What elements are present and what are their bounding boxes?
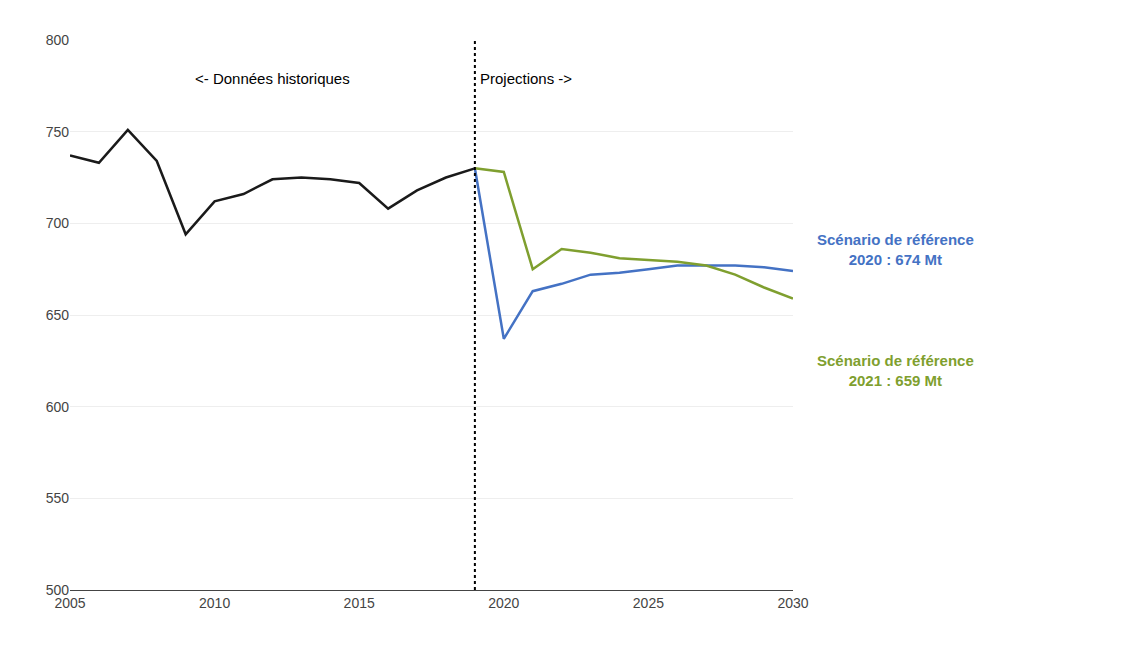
svg-text:600: 600 [46,399,70,415]
svg-text:Scénario de référence2020 : 67: Scénario de référence2020 : 674 Mt [817,231,974,268]
svg-text:2010: 2010 [199,595,230,611]
svg-text:Scénario de référence2021 : 65: Scénario de référence2021 : 659 Mt [817,352,974,389]
svg-text:<- Données historiques: <- Données historiques [195,70,350,87]
svg-text:700: 700 [46,215,70,231]
svg-text:500: 500 [46,582,70,598]
svg-text:2025: 2025 [633,595,664,611]
svg-text:550: 550 [46,490,70,506]
svg-text:2005: 2005 [54,595,85,611]
svg-text:2030: 2030 [777,595,808,611]
svg-text:800: 800 [46,32,70,48]
svg-text:2015: 2015 [344,595,375,611]
svg-text:Projections ->: Projections -> [480,70,572,87]
svg-text:650: 650 [46,307,70,323]
svg-text:2020: 2020 [488,595,519,611]
svg-text:750: 750 [46,124,70,140]
